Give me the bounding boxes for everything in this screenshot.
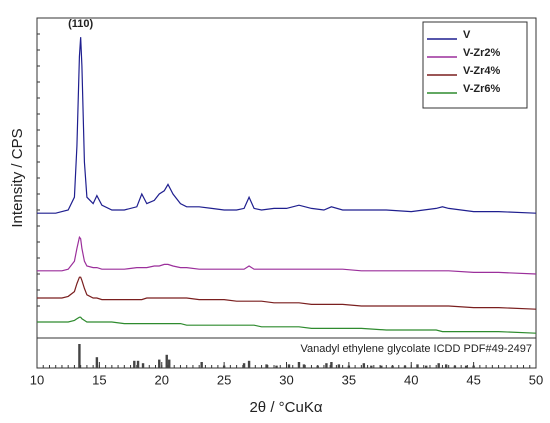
reference-stick — [136, 360, 140, 368]
x-tick-label: 50 — [529, 372, 543, 387]
x-tick-label: 40 — [404, 372, 418, 387]
reference-stick — [437, 363, 440, 368]
reference-stick — [453, 365, 457, 368]
reference-stick — [200, 362, 203, 368]
reference-stick — [275, 365, 278, 368]
reference-stick — [297, 362, 301, 368]
series-line — [37, 276, 537, 310]
reference-stick — [133, 360, 136, 368]
reference-stick — [370, 365, 373, 368]
reference-stick — [247, 360, 251, 368]
series-line — [37, 37, 537, 214]
reference-stick — [337, 364, 341, 368]
x-tick-label: 20 — [155, 372, 169, 387]
x-tick-label: 35 — [342, 372, 356, 387]
reference-stick — [222, 365, 226, 368]
reference-stick — [472, 365, 475, 368]
x-tick-label: 30 — [279, 372, 293, 387]
reference-stick — [242, 363, 246, 368]
series-line — [37, 316, 537, 334]
reference-stick — [78, 344, 81, 368]
x-tick-label: 45 — [466, 372, 480, 387]
legend-label: V — [463, 29, 471, 41]
reference-stick — [464, 365, 468, 368]
reference-label: Vanadyl ethylene glycolate ICDD PDF#49-2… — [300, 343, 532, 355]
reference-stick — [380, 365, 383, 368]
x-axis-label: 2θ / °CuKα — [249, 399, 322, 416]
reference-stick — [391, 365, 394, 368]
reference-stick — [325, 363, 328, 368]
reference-stick — [95, 357, 99, 368]
reference-stick — [403, 365, 407, 368]
reference-stick — [265, 364, 268, 368]
reference-stick — [141, 363, 145, 368]
x-tick-label: 10 — [30, 372, 44, 387]
reference-stick — [158, 359, 161, 368]
reference-stick — [416, 364, 419, 368]
reference-stick — [347, 365, 351, 368]
reference-stick — [425, 365, 428, 368]
reference-stick — [302, 364, 306, 368]
annotation: (110) — [68, 18, 93, 30]
legend-label: V-Zr6% — [463, 83, 501, 95]
reference-stick — [165, 354, 168, 368]
legend-label: V-Zr4% — [463, 65, 501, 77]
reference-stick — [444, 364, 448, 368]
x-tick-label: 15 — [92, 372, 106, 387]
legend-label: V-Zr2% — [463, 47, 501, 59]
reference-stick — [330, 362, 333, 368]
x-tick-label: 25 — [217, 372, 231, 387]
reference-stick — [362, 363, 366, 368]
reference-stick — [168, 359, 171, 368]
reference-stick — [316, 365, 319, 368]
y-axis-label: Intensity / CPS — [9, 128, 26, 227]
series-line — [37, 235, 537, 275]
reference-stick — [287, 364, 291, 368]
